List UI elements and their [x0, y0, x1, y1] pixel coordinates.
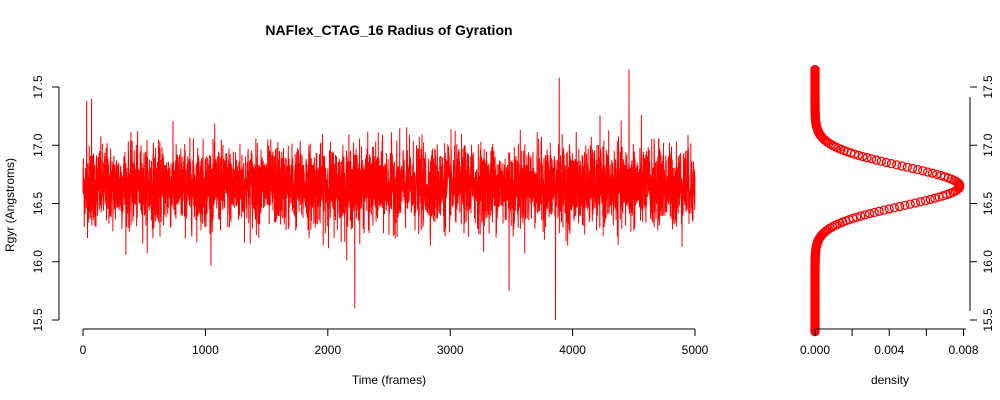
density-point	[920, 195, 931, 206]
density-point	[913, 164, 923, 175]
y-axis-ticks: 15.5 16.0 16.5 17.0 17.5	[31, 75, 59, 332]
density-point	[876, 156, 886, 166]
density-y-tick-label: 16.5	[981, 191, 995, 215]
x-axis-ticks: 0 1000 2000 3000 4000 5000	[80, 329, 709, 357]
density-point	[918, 166, 928, 176]
x-tick-label: 4000	[559, 343, 586, 357]
rgyr-line	[82, 69, 696, 321]
density-point	[866, 154, 877, 164]
density-x-tick-label: 0.008	[948, 343, 978, 357]
density-point	[910, 198, 921, 208]
density-y-axis-ticks: 15.5 16.0 16.5 17.0 17.5	[970, 75, 995, 332]
density-y-tick-label: 15.5	[981, 308, 995, 332]
density-point	[879, 205, 889, 215]
density-point	[874, 206, 884, 216]
density-point	[884, 204, 894, 214]
density-point	[922, 167, 933, 177]
density-point	[871, 155, 882, 165]
density-point	[858, 151, 868, 162]
chart-title: NAFlex_CTAG_16 Radius of Gyration	[265, 22, 512, 38]
density-series	[810, 64, 965, 337]
y-tick-label: 15.5	[31, 308, 45, 332]
density-point	[905, 199, 915, 209]
x-axis-label: Time (frames)	[352, 373, 426, 387]
density-point	[852, 212, 862, 222]
x-tick-label: 0	[80, 343, 87, 357]
timeseries-panel: 0 1000 2000 3000 4000 5000 15.5 16.0 16.5 17.0 17…	[3, 69, 709, 387]
density-point	[881, 157, 891, 168]
density-point	[930, 193, 940, 203]
density-point	[886, 158, 897, 169]
density-point	[864, 209, 875, 219]
y-tick-label: 16.5	[31, 191, 45, 215]
density-point	[856, 211, 866, 221]
density-point	[897, 161, 907, 171]
timeseries-series	[82, 69, 696, 321]
density-point	[936, 170, 946, 181]
density-y-tick-label: 16.0	[981, 250, 995, 274]
density-point	[889, 203, 900, 213]
density-point	[900, 200, 910, 211]
density-point	[915, 197, 926, 207]
density-point	[902, 162, 912, 172]
density-point	[907, 163, 918, 174]
density-y-tick-label: 17.0	[981, 133, 995, 157]
density-x-axis-ticks: 0.000 0.004 0.008	[800, 329, 979, 357]
density-y-tick-label: 17.5	[981, 75, 995, 99]
density-x-tick-label: 0.000	[800, 343, 830, 357]
density-point	[810, 64, 820, 75]
y-axis-label: Rgyr (Angstroms)	[3, 158, 17, 252]
y-tick-label: 17.0	[31, 133, 45, 157]
x-tick-label: 5000	[682, 343, 709, 357]
density-point	[862, 153, 872, 163]
density-point	[932, 169, 942, 180]
density-point	[869, 207, 879, 218]
density-x-axis-label: density	[871, 373, 909, 387]
density-point	[927, 168, 937, 178]
density-point	[892, 160, 902, 170]
density-point	[895, 201, 905, 212]
density-point	[925, 194, 935, 205]
density-point	[860, 210, 870, 220]
y-tick-label: 16.0	[31, 250, 45, 274]
density-x-tick-label: 0.004	[874, 343, 904, 357]
x-tick-label: 1000	[192, 343, 219, 357]
x-tick-label: 3000	[437, 343, 464, 357]
density-panel: 0.000 0.004 0.008 15.5 16.0 16.5 17.0 17.5 den…	[800, 64, 995, 387]
y-tick-label: 17.5	[31, 75, 45, 99]
x-tick-label: 2000	[314, 343, 341, 357]
